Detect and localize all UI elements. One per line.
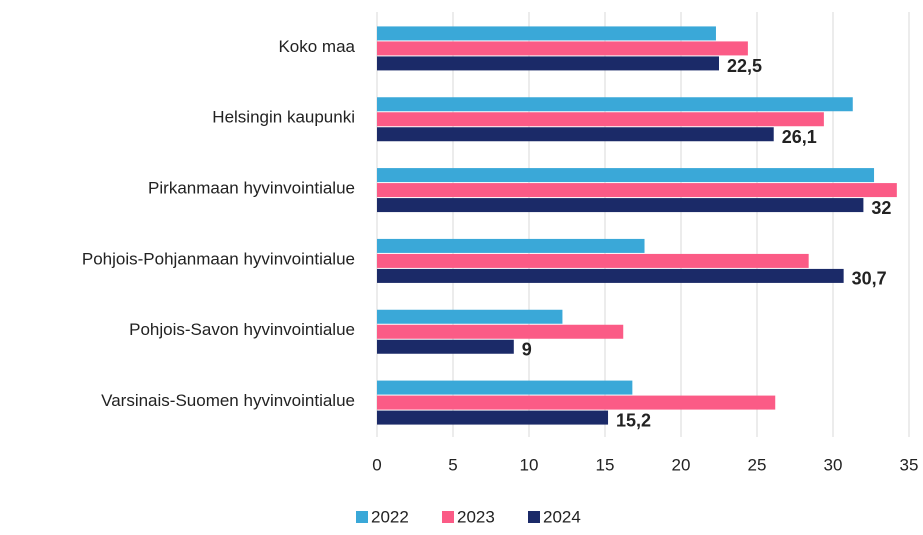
x-tick-label: 10 <box>520 455 539 474</box>
data-label: 9 <box>522 340 532 360</box>
bar <box>377 26 716 41</box>
bar <box>377 41 748 56</box>
bar <box>377 380 633 395</box>
x-tick-label: 35 <box>900 455 919 474</box>
data-label: 15,2 <box>616 410 651 430</box>
bar <box>377 253 809 268</box>
bar <box>377 183 897 198</box>
y-tick-label: Koko maa <box>278 37 355 56</box>
bar <box>377 198 864 213</box>
bar <box>377 97 853 112</box>
y-tick-label: Pirkanmaan hyvinvointialue <box>148 179 355 198</box>
x-tick-label: 15 <box>596 455 615 474</box>
bar <box>377 324 624 339</box>
bar <box>377 168 875 183</box>
bar <box>377 268 844 283</box>
bar <box>377 238 645 253</box>
bar <box>377 339 514 354</box>
bar <box>377 309 563 324</box>
data-label: 32 <box>871 198 891 218</box>
legend-label: 2024 <box>543 507 581 526</box>
legend-label: 2023 <box>457 507 495 526</box>
x-tick-label: 0 <box>372 455 381 474</box>
bar <box>377 112 824 127</box>
legend-swatch <box>356 511 368 523</box>
y-tick-label: Pohjois-Savon hyvinvointialue <box>129 320 355 339</box>
y-tick-label: Pohjois-Pohjanmaan hyvinvointialue <box>82 249 355 268</box>
y-tick-label: Helsingin kaupunki <box>212 108 355 127</box>
data-label: 30,7 <box>852 269 887 289</box>
legend-label: 2022 <box>371 507 409 526</box>
data-label: 26,1 <box>782 127 817 147</box>
x-tick-label: 5 <box>448 455 457 474</box>
y-tick-label: Varsinais-Suomen hyvinvointialue <box>101 391 355 410</box>
data-label: 22,5 <box>727 56 762 76</box>
legend-swatch <box>442 511 454 523</box>
x-tick-label: 25 <box>748 455 767 474</box>
bar <box>377 410 609 425</box>
bar <box>377 395 776 410</box>
bar <box>377 127 774 142</box>
x-tick-label: 30 <box>824 455 843 474</box>
x-tick-label: 20 <box>672 455 691 474</box>
bar <box>377 56 719 71</box>
legend-swatch <box>528 511 540 523</box>
